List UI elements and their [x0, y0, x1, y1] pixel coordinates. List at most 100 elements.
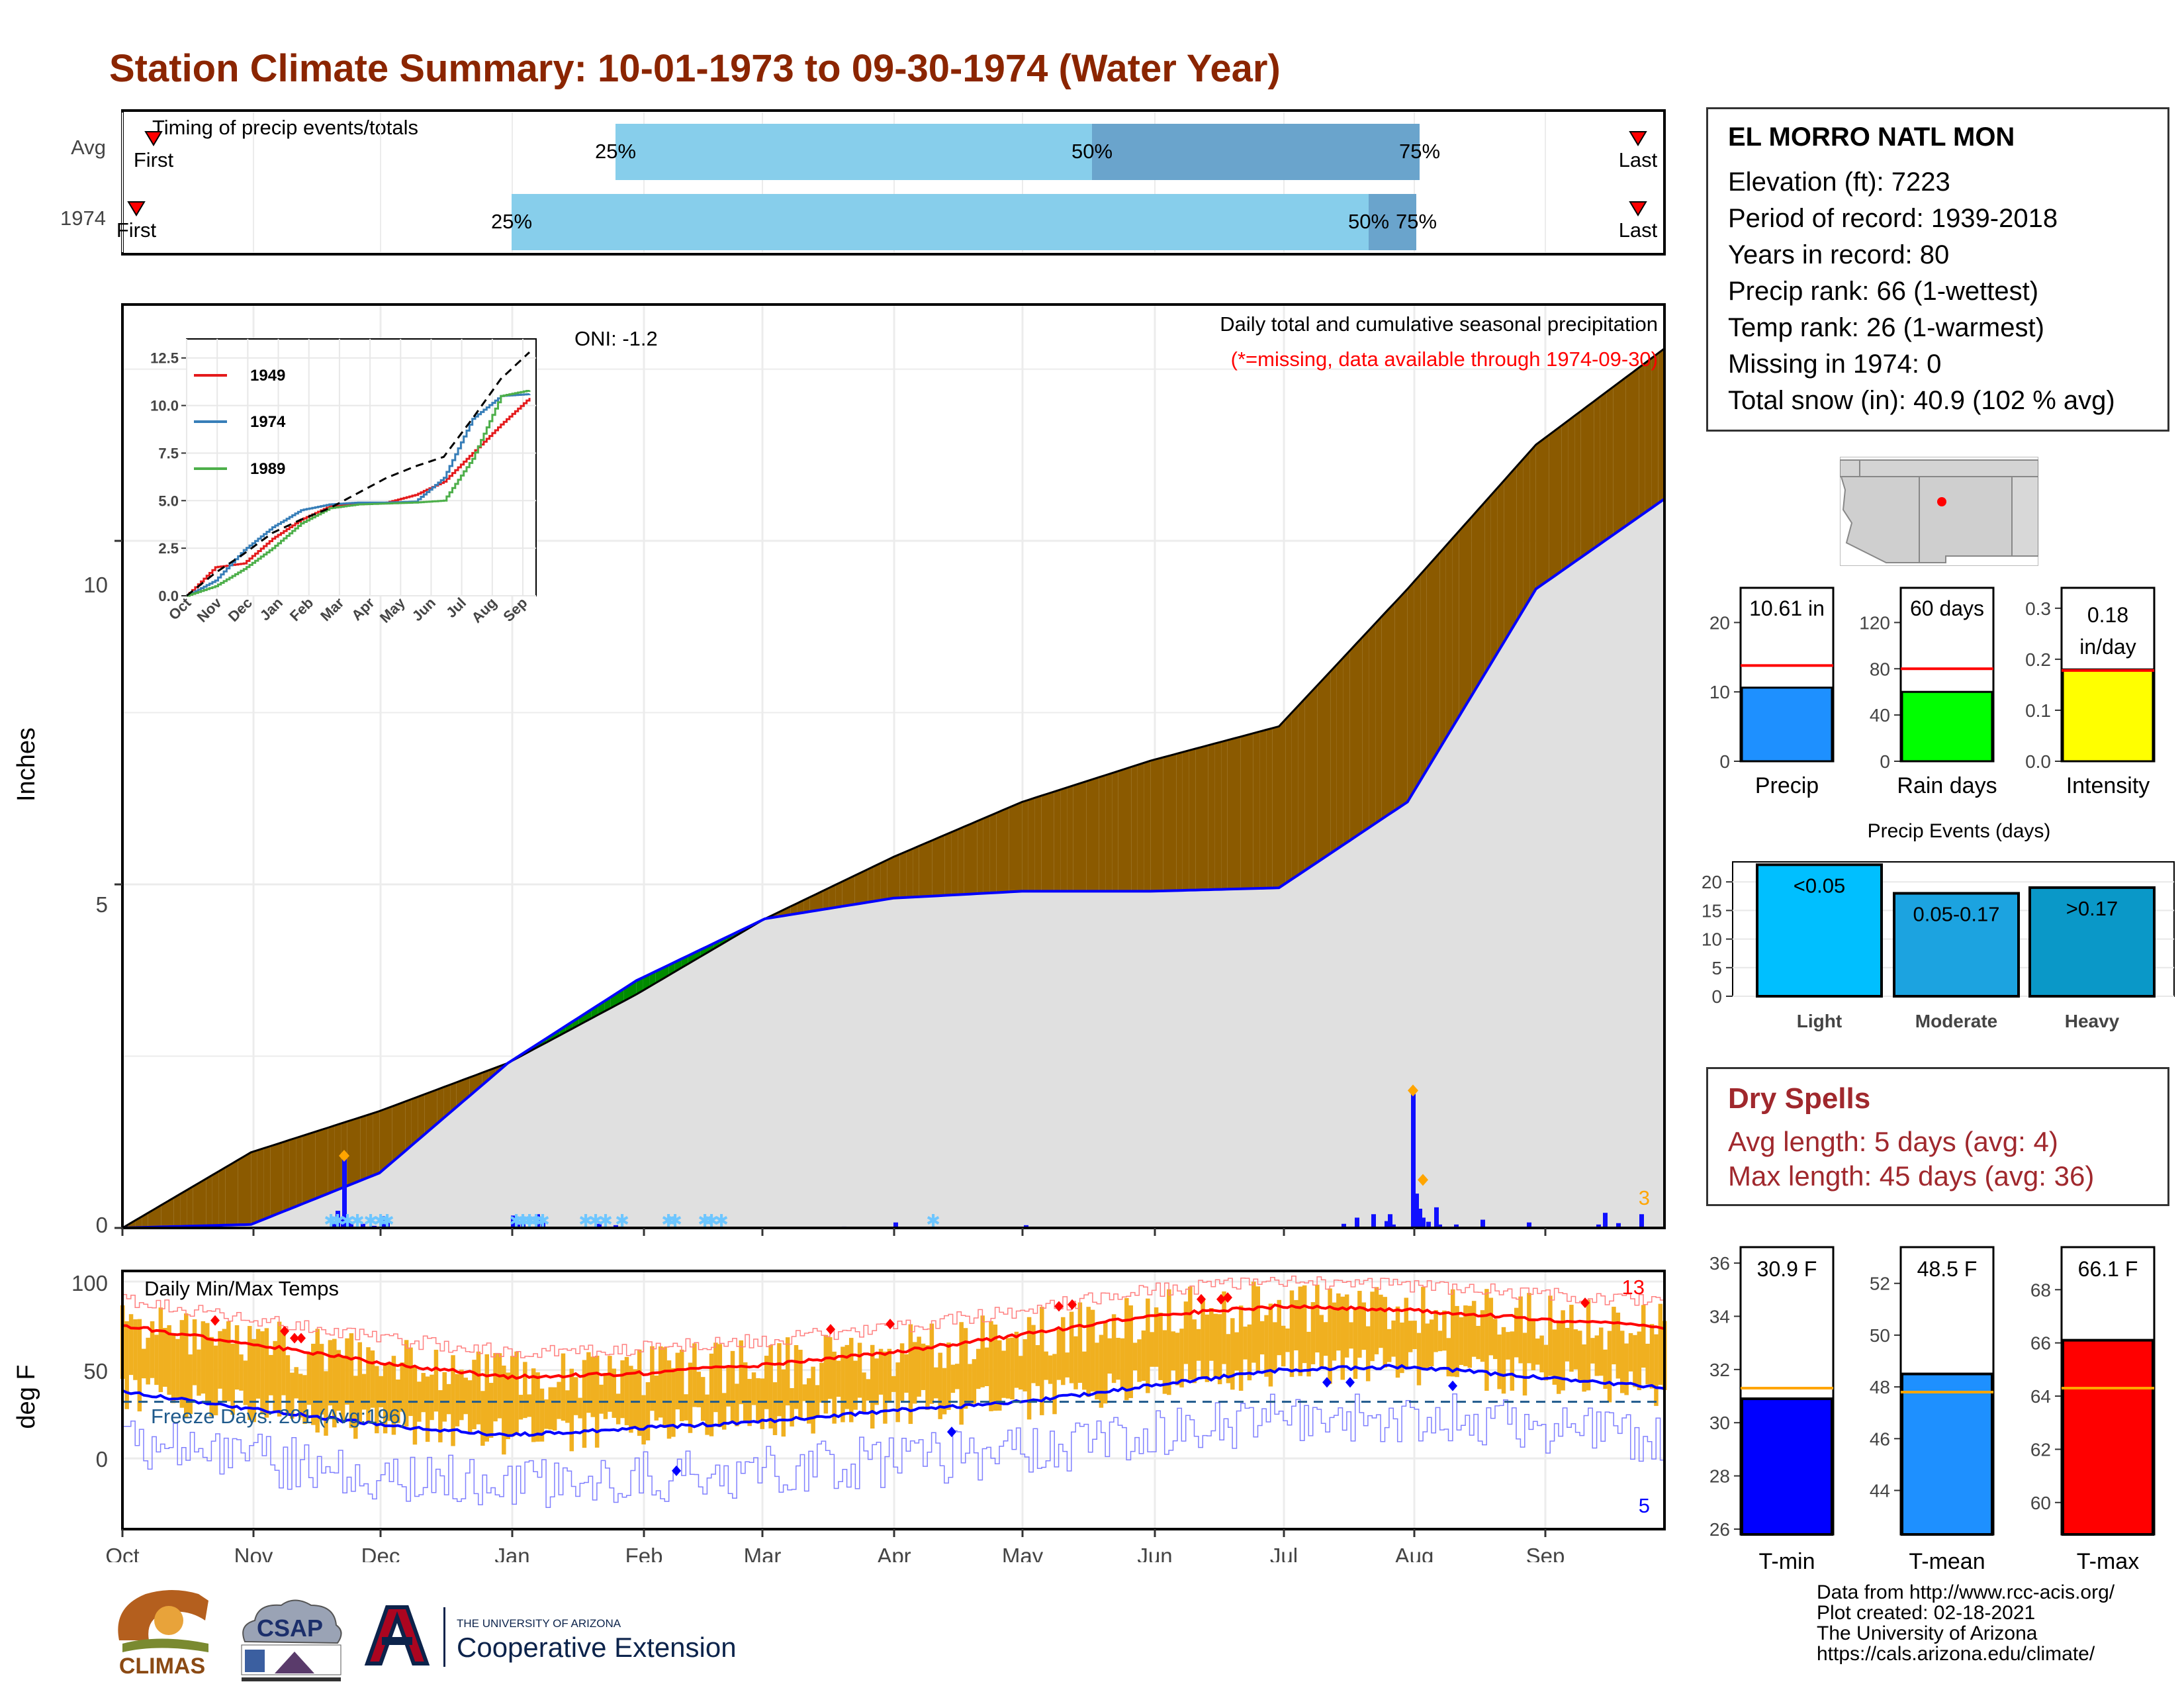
precip-deficit-segment [989, 813, 997, 893]
events-bar-light [1756, 863, 1883, 998]
precip-deficit-segment [482, 1070, 489, 1086]
daily-temp-bar [1222, 1291, 1226, 1364]
precip-deficit-segment [232, 1160, 238, 1225]
events-bar-value-2: >0.17 [2066, 897, 2118, 920]
temp-plot [120, 1270, 1667, 1537]
snow-marker: ✱ [668, 1211, 682, 1231]
precip-deficit-segment [1009, 804, 1016, 892]
daily-temp-bar [1192, 1319, 1197, 1383]
timing-label-50-1: 50% [1348, 210, 1389, 233]
daily-precip-bar [1437, 1224, 1442, 1228]
precip-deficit-segment [379, 1108, 386, 1173]
ua-logo-divider [443, 1607, 445, 1667]
footer-data-source: Data from http://www.rcc-acis.org/ [1817, 1581, 2115, 1603]
daily-temp-bar [1598, 1327, 1604, 1376]
station-temp-rank: Temp rank: 26 (1-warmest) [1728, 313, 2044, 342]
daily-temp-bar [984, 1347, 989, 1386]
snow-marker: ✱ [598, 1211, 613, 1231]
timing-last-label-1: Last [1619, 218, 1658, 242]
daily-temp-bar [904, 1354, 909, 1393]
precip-deficit-segment [1439, 545, 1446, 749]
precip-deficit-segment [308, 1131, 316, 1201]
dry-spells-avg: Avg length: 5 days (avg: 4) [1728, 1126, 2058, 1157]
daily-temp-bar [269, 1354, 273, 1395]
daily-temp-bar [844, 1344, 850, 1409]
daily-temp-bar [929, 1323, 934, 1404]
daily-temp-bar [968, 1364, 972, 1407]
daily-temp-bar [438, 1390, 443, 1442]
summary-bar-value-1: 60 days [1910, 596, 1984, 620]
month-label-aug: Aug [1395, 1544, 1434, 1562]
daily-temp-bar [328, 1340, 333, 1406]
daily-temp-bar [535, 1372, 540, 1442]
daily-temp-bar [1340, 1296, 1345, 1380]
precip-deficit-segment [263, 1146, 271, 1219]
daily-temp-bar [976, 1348, 981, 1389]
daily-temp-bar [544, 1399, 549, 1429]
footer-text: Data from http://www.rcc-acis.org/ Plot … [1817, 1582, 2115, 1664]
precip-deficit-segment [1022, 800, 1028, 892]
timing-bar-50-75-0 [1092, 124, 1420, 180]
station-years: Years in record: 80 [1728, 240, 1950, 269]
snow-marker: ✱ [340, 1211, 355, 1231]
daily-temp-bar [1480, 1310, 1485, 1362]
month-label-feb: Feb [625, 1544, 663, 1562]
record-high-marker [296, 1333, 306, 1344]
precip-panel: Inches 0 5 10 ✱✱✱✱✱✱✱ ✱✱✱✱✱ ✱✱✱ ✱ ✱✱ ✱✱✱ ✱ Dai… [13, 303, 1666, 1237]
precip-deficit-segment [1202, 745, 1208, 890]
ua-block-a-icon [364, 1605, 430, 1665]
daily-temp-bar [594, 1355, 600, 1448]
daily-temp-bar [1552, 1329, 1557, 1385]
daily-precip-bar [1603, 1213, 1608, 1228]
daily-precip-bar [511, 1215, 516, 1228]
temp-ylabel: deg F [13, 1364, 40, 1429]
daily-temp-bar [908, 1324, 913, 1425]
daily-temp-bar [1319, 1315, 1324, 1367]
daily-temp-bar [340, 1356, 345, 1421]
daily-temp-bar [1641, 1305, 1646, 1368]
daily-temp-bar [561, 1353, 566, 1421]
daily-temp-bar [404, 1340, 409, 1427]
footer-university: The University of Arizona [1817, 1622, 2038, 1644]
snow-marker: ✱ [363, 1211, 378, 1231]
daily-precip-bar [1434, 1207, 1439, 1228]
daily-temp-bar [1633, 1335, 1637, 1387]
daily-temp-bar [1408, 1321, 1413, 1352]
precip-deficit-segment [1112, 771, 1118, 892]
daily-temp-bar [1179, 1329, 1184, 1387]
daily-temp-bar [1306, 1331, 1311, 1377]
timing-row-avg-label: Avg [71, 136, 106, 159]
record-high-marker [1223, 1292, 1232, 1303]
tempbar-ytick: 30 [1709, 1413, 1730, 1433]
precip-deficit-segment [1484, 495, 1491, 675]
daily-temp-bar [1162, 1330, 1167, 1394]
precip-deficit-segment [1594, 397, 1600, 549]
precip-deficit-segment [347, 1119, 354, 1186]
daily-temp-bar [1005, 1338, 1011, 1399]
events-bar-value-0: <0.05 [1794, 874, 1845, 897]
summary-ytick: 10 [1709, 682, 1730, 702]
precip-deficit-segment [1504, 473, 1510, 643]
precip-deficit-segment [180, 1190, 187, 1227]
daily-temp-bar [1328, 1288, 1332, 1384]
precip-missing-note: (*=missing, data available through 1974-… [1231, 348, 1658, 371]
daily-precip-bar [521, 1219, 525, 1228]
daily-temp-bar [946, 1342, 951, 1410]
daily-temp-bar [1514, 1307, 1519, 1358]
daily-temp-bar [798, 1350, 803, 1418]
precip-deficit-segment [970, 821, 978, 894]
daily-temp-bar [972, 1359, 977, 1404]
daily-temp-bar [1361, 1302, 1367, 1350]
daily-temp-bar [942, 1368, 947, 1415]
daily-temp-bar [243, 1360, 248, 1405]
daily-precip-bar [1454, 1224, 1459, 1228]
daily-temp-bar [1416, 1333, 1422, 1385]
tempbar-value-2: 66.1 F [2078, 1257, 2138, 1281]
month-label-oct: Oct [105, 1544, 139, 1562]
daily-temp-bar [811, 1366, 815, 1434]
precip-ytick-0: 0 [96, 1213, 108, 1237]
precip-deficit-segment [958, 826, 964, 895]
daily-temp-bar [608, 1356, 612, 1412]
daily-temp-bar [502, 1365, 506, 1455]
